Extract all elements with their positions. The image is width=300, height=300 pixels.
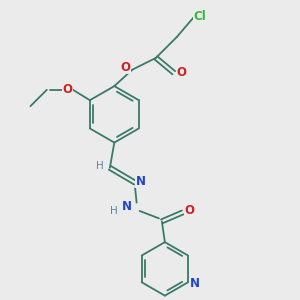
Text: N: N bbox=[122, 200, 132, 213]
Text: H: H bbox=[110, 206, 118, 216]
Text: O: O bbox=[63, 83, 73, 96]
Text: O: O bbox=[176, 66, 186, 79]
Text: O: O bbox=[184, 204, 194, 218]
Text: N: N bbox=[136, 175, 146, 188]
Text: Cl: Cl bbox=[194, 10, 206, 23]
Text: H: H bbox=[96, 161, 103, 171]
Text: N: N bbox=[190, 277, 200, 290]
Text: O: O bbox=[121, 61, 130, 74]
